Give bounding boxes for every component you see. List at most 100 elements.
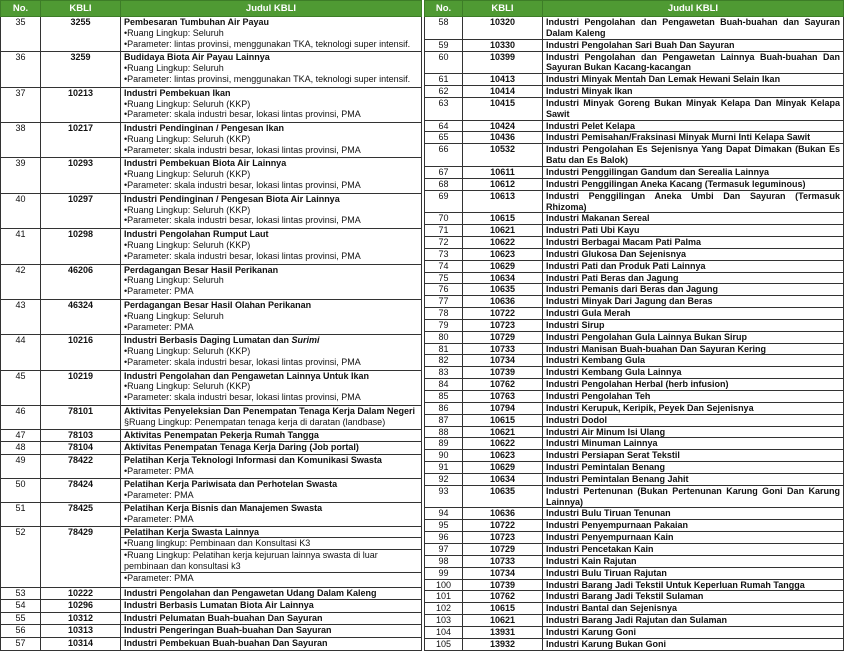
kbli-title-text: Pembesaran Tumbuhan Air Payau — [124, 17, 270, 27]
kbli-title-text: Industri Glukosa Dan Sejenisnya — [546, 248, 687, 259]
kbli-code: 10297 — [40, 192, 121, 230]
kbli-title-cell: Industri Pelumatan Buah-buahan Dan Sayur… — [120, 611, 422, 626]
kbli-title: Industri Pengolahan dan Pengawetan Buah-… — [546, 17, 840, 39]
row-number: 94 — [424, 507, 463, 521]
kbli-title-cell: Industri Pengolahan Teh — [542, 390, 844, 403]
kbli-title-cell: Industri Penyempurnaan Kain — [542, 531, 844, 544]
kbli-title: Industri Pembekuan Ikan — [124, 88, 418, 99]
kbli-title: Industri Pengolahan Sari Buah Dan Sayura… — [546, 40, 840, 51]
kbli-title-cell: Industri Sirup — [542, 318, 844, 332]
kbli-title-text: Industri Makanan Sereal — [546, 213, 650, 224]
row-number: 87 — [424, 413, 463, 427]
kbli-title-cell: Industri Minyak Dari Jagung dan Beras — [542, 295, 844, 309]
kbli-title-text: Industri Pemintalan Benang Jahit — [546, 473, 689, 484]
kbli-title-text: Industri Barang Jadi Tekstil Untuk Keper… — [546, 579, 805, 590]
kbli-detail-line: •Ruang Lingkup: Seluruh (KKP) — [124, 240, 251, 250]
kbli-title: Pelatihan Kerja Teknologi Informasi dan … — [124, 455, 418, 466]
kbli-title-text: Industri Minyak Ikan — [546, 86, 633, 97]
kbli-title-cell: Industri Minyak Ikan — [542, 85, 844, 98]
kbli-title: Industri Penyempurnaan Pakaian — [546, 520, 840, 531]
kbli-title-cell: Industri Pati Ubi Kayu — [542, 224, 844, 238]
kbli-title: Industri Barang Jadi Tekstil Untuk Keper… — [546, 580, 840, 591]
kbli-code: 10615 — [462, 602, 543, 616]
kbli-title: Industri Sirup — [546, 320, 840, 331]
kbli-title-text: Industri Bantal dan Sejenisnya — [546, 603, 678, 614]
kbli-title-text: Industri Pembekuan Buah-buahan Dan Sayur… — [124, 637, 328, 648]
kbli-title: Industri Pengolahan Gula Lainnya Bukan S… — [546, 332, 840, 343]
kbli-title-text: Industri Pelet Kelapa — [546, 120, 636, 131]
kbli-title-text: Industri Pengolahan dan Pengawetan Lainn… — [124, 370, 370, 381]
kbli-title: Industri Gula Merah — [546, 308, 840, 319]
kbli-title-text: Industri Kembang Gula Lainnya — [546, 367, 682, 378]
kbli-title-cell: Industri Pengeringan Buah-buahan Dan Say… — [120, 624, 422, 638]
kbli-code: 10794 — [462, 401, 543, 415]
row-number: 37 — [0, 86, 41, 124]
kbli-code: 78424 — [40, 477, 121, 503]
kbli-title: Industri Pati Ubi Kayu — [546, 225, 840, 236]
kbli-title-cell: Industri Pengolahan Gula Lainnya Bukan S… — [542, 330, 844, 344]
kbli-title-cell: Industri Penggilingan Aneka Umbi Dan Say… — [542, 189, 844, 214]
kbli-title-text: Industri Penyempurnaan Kain — [546, 532, 674, 543]
table-row: 95 10722 Industri Penyempurnaan Pakaian — [424, 519, 844, 533]
kbli-title-text: Industri Pendinginan / Pengesan Biota Ai… — [124, 193, 340, 204]
table-row: 96 10723 Industri Penyempurnaan Kain — [424, 531, 844, 544]
kbli-code: 10733 — [462, 554, 543, 568]
header-judul: Judul KBLI — [120, 0, 422, 17]
kbli-code: 10734 — [462, 566, 543, 580]
kbli-title-text: Pelatihan Kerja Teknologi Informasi dan … — [124, 454, 382, 465]
kbli-title: Industri Minyak Dari Jagung dan Beras — [546, 296, 840, 307]
kbli-title-cell: Industri Bantal dan Sejenisnya — [542, 602, 844, 616]
kbli-code: 10729 — [462, 330, 543, 344]
kbli-title-cell: Industri Kembang Gula Lainnya — [542, 366, 844, 380]
kbli-title-cell: Aktivitas Penyeleksian Dan Penempatan Te… — [120, 404, 422, 430]
kbli-title-cell: Industri Berbasis Lumatan Biota Air Lain… — [120, 599, 422, 613]
kbli-title: Industri Makanan Sereal — [546, 213, 840, 224]
kbli-title: Industri Pengolahan Herbal (herb infusio… — [546, 379, 840, 390]
row-number: 99 — [424, 566, 463, 580]
kbli-detail-line: •Parameter: skala industri besar, lokasi… — [124, 215, 361, 226]
table-row: 48 78104 Aktivitas Penempatan Tenaga Kerja… — [0, 441, 422, 455]
kbli-title-cell: Industri Pengolahan dan Pengawetan Lainn… — [542, 50, 844, 75]
table-header: No. KBLI Judul KBLI — [0, 0, 422, 17]
kbli-title: Industri Pemintalan Benang — [546, 462, 840, 473]
table-row: 88 10621 Industri Air Minum Isi Ulang — [424, 425, 844, 439]
table-row: 97 10729 Industri Pencetakan Kain — [424, 542, 844, 556]
kbli-code: 10763 — [462, 390, 543, 403]
kbli-title-cell: Perdagangan Besar Hasil Perikanan •Ruang … — [120, 263, 422, 300]
row-number: 39 — [0, 157, 41, 194]
kbli-code: 10762 — [462, 590, 543, 604]
kbli-title-text: Aktivitas Penyeleksian Dan Penempatan Te… — [124, 405, 415, 416]
kbli-code: 10330 — [462, 38, 543, 52]
header-no: No. — [0, 0, 41, 17]
kbli-title-text: Industri Pengolahan Gula Lainnya Bukan S… — [546, 331, 748, 342]
kbli-title-cell: Industri Pendinginan / Pengesan Biota Ai… — [120, 192, 422, 230]
row-number: 95 — [424, 519, 463, 533]
table-row: 56 10313 Industri Pengeringan Buah-buahan … — [0, 624, 422, 638]
kbli-title-text: Industri Pembekuan Biota Air Lainnya — [124, 158, 287, 169]
table-row: 35 3255 Pembesaran Tumbuhan Air Payau •Ruan… — [0, 15, 422, 53]
kbli-title: Industri Pertenunan (Bukan Pertenunan Ka… — [546, 486, 840, 508]
kbli-code: 10723 — [462, 318, 543, 332]
kbli-table-right: No. KBLI Judul KBLI 58 10320 Industri Peng… — [424, 0, 844, 651]
kbli-title-text: Industri Pati Beras dan Jagung — [546, 272, 679, 283]
kbli-title-cell: Industri Pati dan Produk Pati Lainnya — [542, 259, 844, 273]
kbli-title-text: Industri Bulu Tiruan Rajutan — [546, 567, 667, 578]
kbli-title: Industri Pelumatan Buah-buahan Dan Sayur… — [124, 613, 418, 624]
row-number: 58 — [424, 16, 463, 40]
table-row: 71 10621 Industri Pati Ubi Kayu — [424, 224, 844, 238]
kbli-detail-line: •Parameter: lintas provinsi, menggunakan… — [124, 74, 411, 85]
kbli-title-cell: Industri Manisan Buah-buahan Dan Sayuran… — [542, 342, 844, 356]
kbli-title: Industri Pengolahan dan Pengawetan Lainn… — [124, 371, 418, 382]
kbli-title-text: Pelatihan Kerja Swasta Lainnya — [124, 526, 260, 537]
kbli-title-text: Industri Kain Rajutan — [546, 555, 637, 566]
kbli-title-cell: Industri Minyak Mentah Dan Lemak Hewani … — [542, 73, 844, 87]
row-number: 42 — [0, 263, 41, 300]
table-row: 67 10611 Industri Penggilingan Gandum dan … — [424, 165, 844, 179]
kbli-title-text: Industri Pati Ubi Kayu — [546, 225, 640, 236]
kbli-title: Industri Karung Goni — [546, 627, 840, 638]
kbli-code: 10213 — [40, 86, 121, 124]
kbli-title-text: Industri Pemintalan Benang — [546, 462, 666, 473]
kbli-title-cell: Industri Berbasis Daging Lumatan dan Sur… — [120, 334, 422, 371]
row-number: 79 — [424, 318, 463, 332]
